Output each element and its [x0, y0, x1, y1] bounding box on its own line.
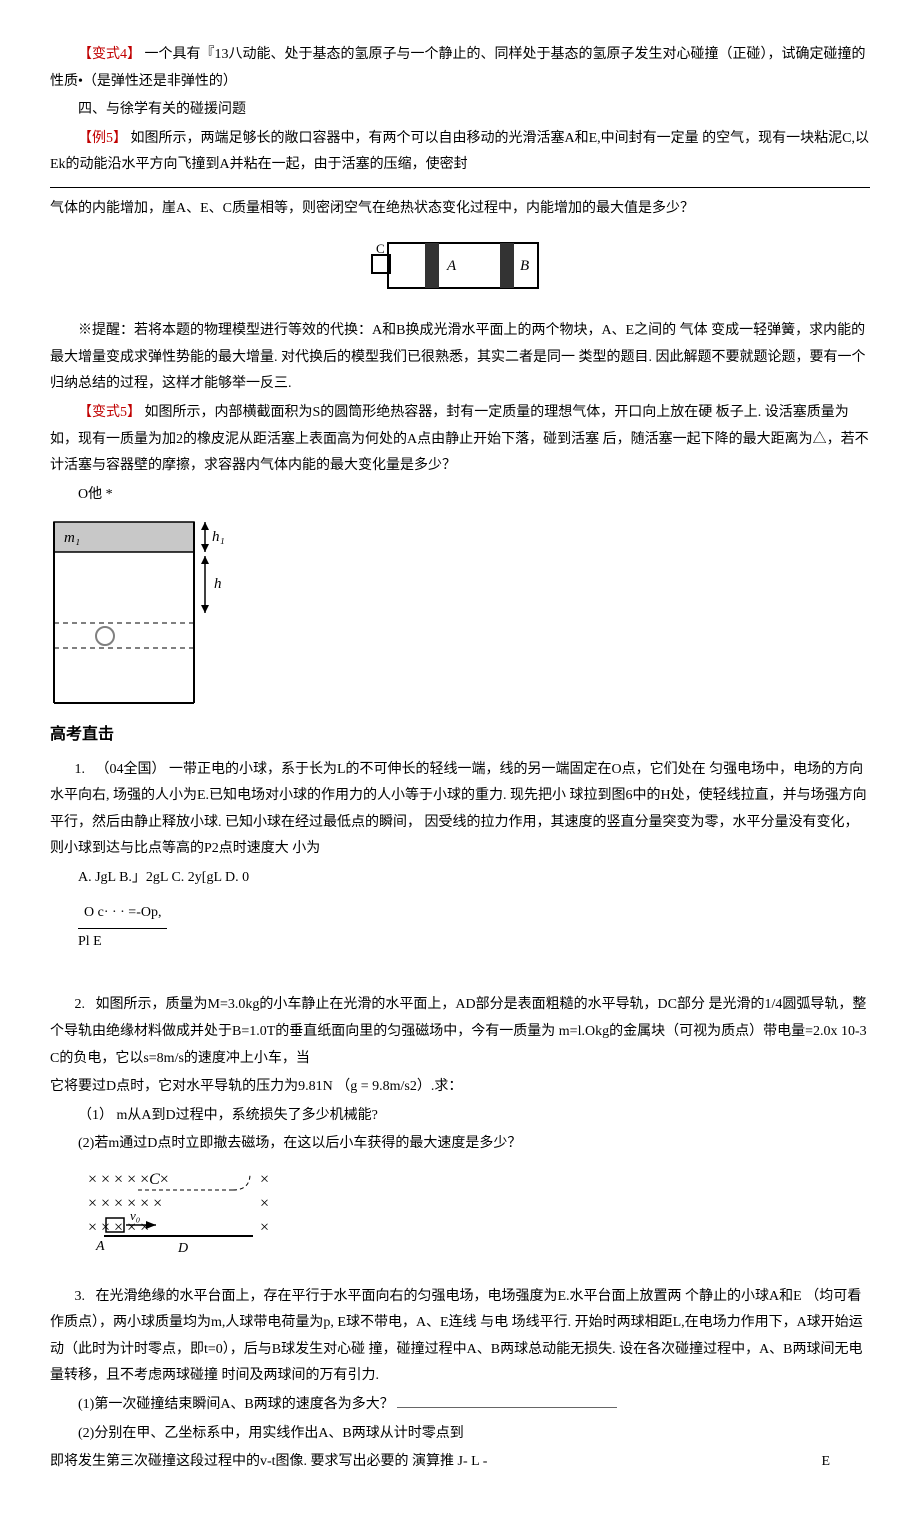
label-c: C	[376, 241, 385, 256]
after-line-text: 气体的内能增加，崖A、E、C质量相等，则密闭空气在绝热状态变化过程中，内能增加的…	[50, 196, 870, 223]
svg-text:×: ×	[260, 1195, 269, 1212]
q1-diagram: O c· · · =-Op, Pl E	[78, 900, 870, 956]
variant5-label: 【变式5】	[78, 405, 141, 420]
q2-text2: 它将要过D点时，它对水平导轨的压力为9.81N （g = 9.8m/s2）.求：	[50, 1074, 870, 1101]
q1-optb: B.」2gL	[119, 870, 168, 885]
q3-sub1: (1)第一次碰撞结束瞬间A、B两球的速度各为多大？	[78, 1392, 870, 1419]
example5-para: 【例5】 如图所示，两端足够长的敞口容器中，有两个可以自由移动的光滑活塞A和E,…	[50, 126, 870, 179]
label-A2: A	[95, 1239, 105, 1254]
svg-text:×: ×	[260, 1219, 269, 1236]
diag-line2: Pl E	[78, 934, 102, 949]
q1-optc: C. 2y[gL	[171, 870, 221, 885]
label-b: B	[520, 258, 529, 274]
q3-line3: 即将发生第三次碰撞这段过程中的v-t图像. 要求写出必要的 演算推 J- L -…	[50, 1449, 870, 1476]
q1-para: 1. （04全国） 一带正电的小球，系于长为L的不可伸长的轻线一端，线的另一端固…	[50, 757, 870, 863]
diag-line1: O c· · · =-Op,	[78, 900, 167, 930]
q2-para: 2. 如图所示，质量为M=3.0kg的小车静止在光滑的水平面上，AD部分是表面粗…	[50, 992, 870, 1072]
svg-text:×: ×	[260, 1171, 269, 1188]
variant5-para: 【变式5】 如图所示，内部横截面积为S的圆筒形绝热容器，封有一定质量的理想气体，…	[50, 400, 870, 480]
variant4-text: 一个具有『13八动能、处于基态的氢原子与一个静止的、同样处于基态的氢原子发生对心…	[50, 47, 866, 89]
crosses-svg: × × × × ×C× × × × × × × × × × × × × × × …	[78, 1166, 318, 1261]
q3-line3a: 即将发生第三次碰撞这段过程中的v-t图像. 要求写出必要的 演算推 J- L -	[50, 1454, 487, 1469]
variant4-label: 【变式4】	[78, 47, 141, 62]
q2-text: 如图所示，质量为M=3.0kg的小车静止在光滑的水平面上，AD部分是表面粗糙的水…	[50, 997, 867, 1065]
label-D: D	[177, 1241, 188, 1256]
variant4-para: 【变式4】 一个具有『13八动能、处于基态的氢原子与一个静止的、同样处于基态的氢…	[50, 42, 870, 95]
piston-figure: m₁ h₁ h	[50, 518, 240, 708]
variant5-text: 如图所示，内部横截面积为S的圆筒形绝热容器，封有一定质量的理想气体，开口向上放在…	[50, 405, 869, 473]
q2-sub2: (2)若m通过D点时立即撤去磁场，在这以后小车获得的最大速度是多少？	[78, 1131, 870, 1158]
q1-src: （04全国）	[96, 762, 166, 777]
example5-text: 如图所示，两端足够长的敞口容器中，有两个可以自由移动的光滑活塞A和E,中间封有一…	[50, 131, 869, 173]
q1-optd: D. 0	[225, 870, 249, 885]
label-h: h	[214, 576, 222, 592]
reminder-para: ※提醒：若将本题的物理模型进行等效的代换：A和B换成光滑水平面上的两个物块，A、…	[50, 318, 870, 398]
svg-text:× × × × ×C×: × × × × ×C×	[88, 1171, 169, 1188]
q2-num: 2.	[50, 992, 92, 1019]
example5-label: 【例5】	[78, 131, 127, 146]
q3-sub1-text: (1)第一次碰撞结束瞬间A、B两球的速度各为多大？	[78, 1397, 394, 1412]
q2-sub1: （1） m从A到D过程中，系统损失了多少机械能?	[78, 1103, 870, 1130]
q3-text: 在光滑绝缘的水平台面上，存在平行于水平面向右的匀强电场，电场强度为E.水平台面上…	[50, 1289, 863, 1384]
q1-options: A. JgL B.」2gL C. 2y[gL D. 0	[50, 865, 870, 892]
q3-sub2: (2)分别在甲、乙坐标系中，用实线作出A、B两球从计时零点到	[78, 1421, 870, 1448]
label-a: A	[446, 258, 457, 274]
piston-svg: m₁ h₁ h	[50, 518, 240, 708]
q3-para: 3. 在光滑绝缘的水平台面上，存在平行于水平面向右的匀强电场，电场强度为E.水平…	[50, 1284, 870, 1390]
fig2-toplabel: O他 *	[50, 482, 870, 509]
svg-text:× × × × × ×: × × × × × ×	[88, 1195, 162, 1212]
q1-num: 1.	[50, 757, 92, 784]
label-h1: h₁	[212, 529, 225, 545]
section-gaokao-heading: 高考直击	[50, 720, 870, 750]
q3-line3b: E	[821, 1449, 830, 1476]
label-m1: m₁	[64, 530, 80, 546]
horizontal-rule	[50, 187, 870, 188]
heading-4: 四、与徐学有关的碰援问题	[50, 97, 870, 124]
label-v0: v₀	[130, 1208, 140, 1223]
blank-line-icon	[397, 1393, 617, 1408]
cylinder-figure: C A B	[50, 233, 870, 309]
q1-text: 一带正电的小球，系于长为L的不可伸长的轻线一端，线的另一端固定在O点，它们处在 …	[50, 762, 867, 857]
q3-num: 3.	[50, 1284, 92, 1311]
q1-opta: A. JgL	[78, 870, 116, 885]
cylinder-svg: C A B	[370, 233, 550, 298]
magnetic-field-figure: × × × × ×C× × × × × × × × × × × × × × × …	[78, 1166, 318, 1272]
